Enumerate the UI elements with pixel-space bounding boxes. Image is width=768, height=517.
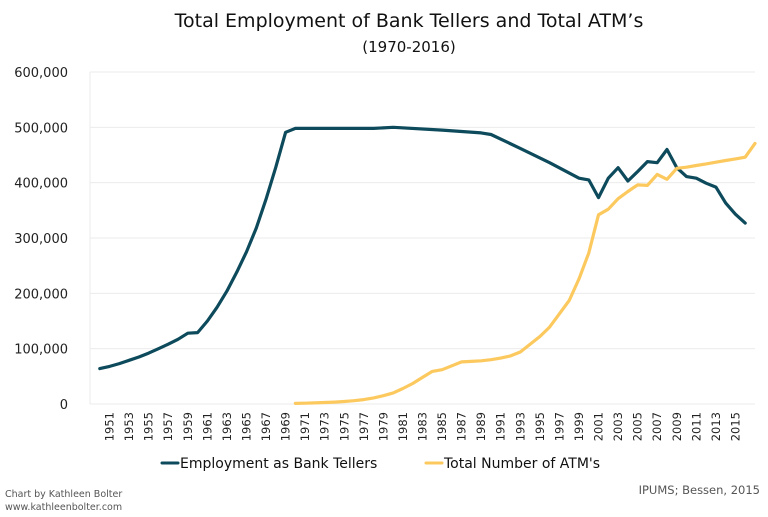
x-tick-label: 1987 — [455, 412, 469, 441]
x-tick-label: 1975 — [337, 412, 351, 441]
x-tick-label: 1961 — [200, 412, 214, 441]
x-tick-label: 2011 — [689, 412, 703, 441]
y-tick-label: 500,000 — [14, 121, 68, 136]
y-tick-label: 200,000 — [14, 287, 68, 302]
y-tick-label: 300,000 — [14, 232, 68, 247]
y-tick-label: 400,000 — [14, 177, 68, 192]
x-tick-label: 1971 — [298, 412, 312, 441]
y-tick-label: 600,000 — [14, 66, 68, 81]
x-tick-label: 1981 — [396, 412, 410, 441]
x-tick-label: 1997 — [552, 412, 566, 441]
gridlines — [89, 71, 755, 405]
source-note: IPUMS; Bessen, 2015 — [639, 483, 760, 497]
x-tick-label: 1967 — [259, 412, 273, 441]
x-tick-label: 2005 — [631, 412, 645, 441]
x-tick-label: 1989 — [474, 412, 488, 441]
x-tick-label: 1983 — [416, 412, 430, 441]
x-tick-label: 1993 — [513, 412, 527, 441]
credit-author: Chart by Kathleen Bolter — [5, 489, 122, 500]
x-tick-label: 1969 — [279, 412, 293, 441]
x-tick-label: 2007 — [650, 412, 664, 441]
x-tick-label: 1977 — [357, 412, 371, 441]
x-tick-label: 2009 — [670, 412, 684, 441]
legend: Employment as Bank Tellers Total Number … — [160, 456, 600, 472]
x-tick-label: 1979 — [376, 412, 390, 441]
series-line-tellers — [98, 125, 747, 371]
chart-subtitle: (1970-2016) — [362, 38, 455, 56]
chart-title: Total Employment of Bank Tellers and Tot… — [174, 10, 644, 32]
x-tick-label: 2013 — [709, 412, 723, 441]
x-tick-label: 2015 — [728, 412, 742, 441]
x-tick-label: 1963 — [220, 412, 234, 441]
x-tick-label: 1953 — [122, 412, 136, 441]
series-line-atms — [293, 141, 757, 405]
x-tick-label: 1991 — [494, 412, 508, 441]
credit-website: www.kathleenbolter.com — [5, 502, 122, 513]
y-axis: 0 100,000 200,000 300,000 400,000 500,000 600,… — [14, 66, 68, 413]
y-tick-label: 100,000 — [14, 343, 68, 358]
legend-label-tellers: Employment as Bank Tellers — [180, 456, 377, 472]
y-tick-label: 0 — [60, 398, 68, 413]
x-tick-label: 1955 — [142, 412, 156, 441]
x-tick-label: 1957 — [161, 412, 175, 441]
x-tick-label: 1959 — [181, 412, 195, 441]
x-tick-label: 2003 — [611, 412, 625, 441]
x-tick-label: 2001 — [592, 412, 606, 441]
x-tick-label: 1973 — [318, 412, 332, 441]
x-tick-label: 1995 — [533, 412, 547, 441]
legend-label-atms: Total Number of ATM's — [443, 456, 600, 472]
series-lines — [98, 125, 757, 405]
x-tick-label: 1965 — [239, 412, 253, 441]
x-tick-label: 1985 — [435, 412, 449, 441]
x-axis: 1951 1953 1955 1957 1959 1961 1963 1965 1967 1969… — [103, 412, 743, 441]
x-tick-label: 1951 — [103, 412, 117, 441]
x-tick-label: 1999 — [572, 412, 586, 441]
